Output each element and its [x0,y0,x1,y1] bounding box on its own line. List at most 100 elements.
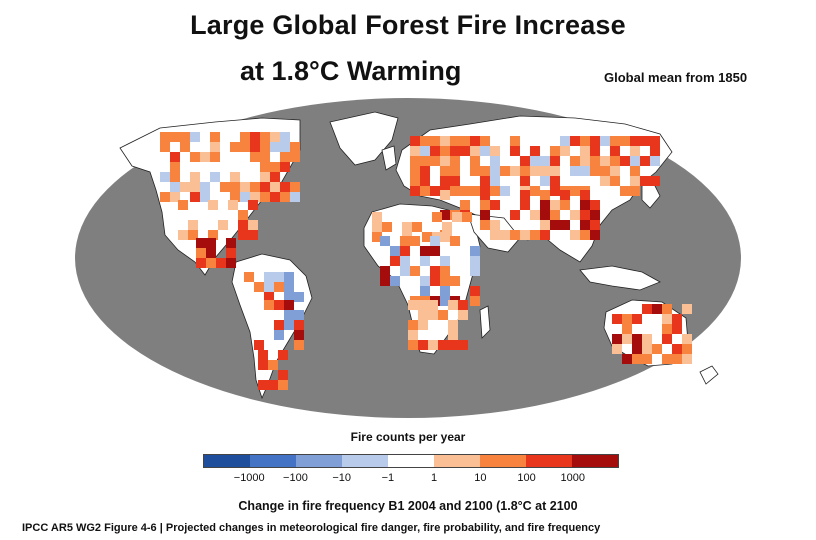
fire-cell [280,192,290,202]
fire-cell [450,186,460,196]
fire-cell [682,344,692,354]
fire-cell [274,282,284,292]
fire-cell [240,182,250,192]
fire-cell [230,142,240,152]
fire-cell [650,136,660,146]
madagascar [479,305,491,339]
fire-cell [160,132,170,142]
fire-cell [450,166,460,176]
fire-cell [206,248,216,258]
fire-cell [448,330,458,340]
fire-cell [630,156,640,166]
fire-cell [682,334,692,344]
map-title-line2: at 1.8°C Warming [240,56,462,86]
fire-cell [520,156,530,166]
fire-cell [430,266,440,276]
fire-cell [652,304,662,314]
fire-cell [448,300,458,310]
fire-cell [284,310,294,320]
fire-cell [500,230,510,240]
fire-cell [520,230,530,240]
fire-cell [220,182,230,192]
fire-cell [662,324,672,334]
fire-cell [200,192,210,202]
fire-cell [418,310,428,320]
fire-cell [372,212,382,222]
fire-cell [570,156,580,166]
fire-cell [422,232,432,242]
fire-cell [630,166,640,176]
fire-cell [470,146,480,156]
fire-cell [620,136,630,146]
fire-cell [672,324,682,334]
fire-cell [390,246,400,256]
fire-cell [294,292,304,302]
fire-cell [400,256,410,266]
fire-cell [500,166,510,176]
color-swatch [526,455,572,467]
fire-cell [260,182,270,192]
fire-cell [270,132,280,142]
fire-cell [490,176,500,186]
fire-cell [600,156,610,166]
map-title-line1: Large Global Forest Fire Increase [190,10,626,40]
fire-cell [650,146,660,156]
fire-cell [420,256,430,266]
fire-cell [560,200,570,210]
fire-cell [280,132,290,142]
fire-cell [590,146,600,156]
fire-cell [480,166,490,176]
fire-cell [580,146,590,156]
fire-cell [420,176,430,186]
fire-cell [622,354,632,364]
british-isles [381,145,397,171]
fire-cell [380,276,390,286]
fire-cell [490,146,500,156]
fire-cell [210,152,220,162]
color-swatch [250,455,296,467]
fire-cell [470,256,480,266]
fire-cell [510,136,520,146]
fire-cell [260,162,270,172]
fire-cell [480,190,490,200]
fire-cell [440,146,450,156]
fire-cell [652,344,662,354]
fire-cell [530,210,540,220]
fire-cell [238,210,248,220]
fire-cell [570,166,580,176]
fire-cell [430,156,440,166]
fire-cell [530,166,540,176]
fire-cell [630,186,640,196]
fire-cell [610,166,620,176]
fire-cell [580,166,590,176]
new-zealand [699,365,719,385]
scale-tick-label: 100 [517,472,536,484]
scale-tick-label: 1000 [560,472,586,484]
color-swatch [388,455,434,467]
fire-cell [190,182,200,192]
fire-cell [440,266,450,276]
fire-cell [190,132,200,142]
fire-cell [160,142,170,152]
fire-cell [294,320,304,330]
fire-cell [428,300,438,310]
fire-cell [590,166,600,176]
fire-cell [170,192,180,202]
fire-cell [270,182,280,192]
fire-cell [440,286,450,296]
fire-cell [278,380,288,390]
fire-cell [440,156,450,166]
fire-cell [450,176,460,186]
fire-cell [590,136,600,146]
fire-cell [610,156,620,166]
fire-cell [520,200,530,210]
fire-cell [190,192,200,202]
fire-cell [490,220,500,230]
fire-cell [642,354,652,364]
fire-cell [530,186,540,196]
fire-cell [206,238,216,248]
fire-cell [630,136,640,146]
fire-cell [290,152,300,162]
color-swatch [342,455,388,467]
